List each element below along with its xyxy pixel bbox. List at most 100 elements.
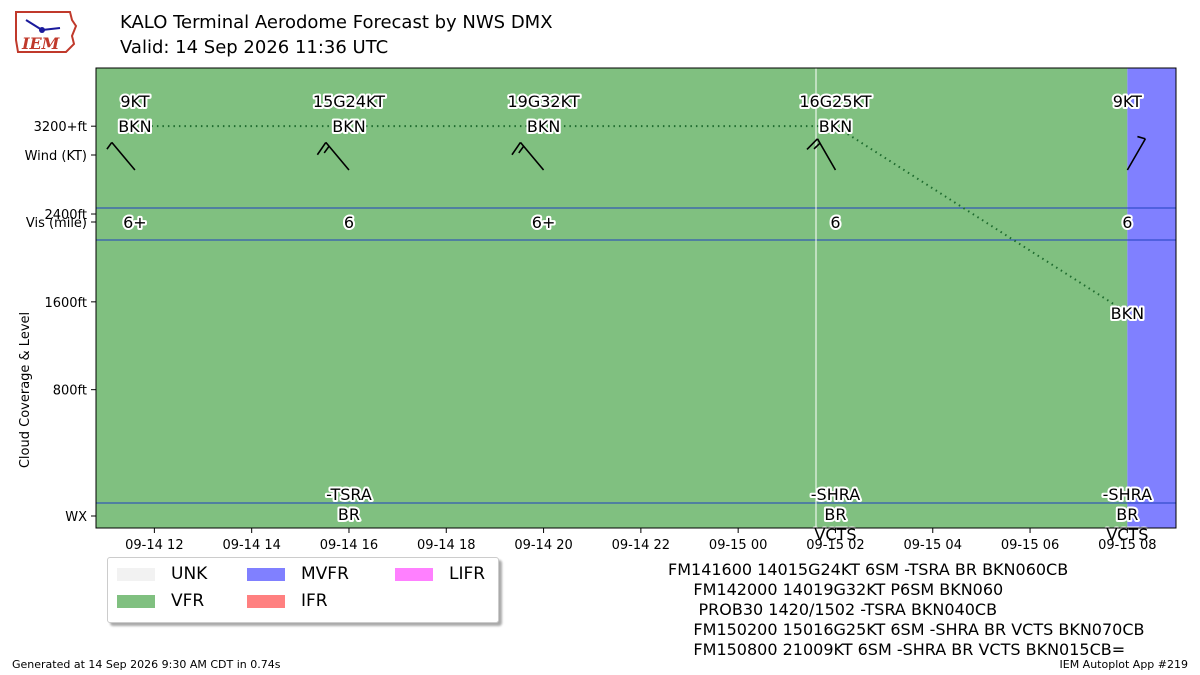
wx-label: -TSRA	[326, 485, 372, 504]
x-tick-label: 09-15 00	[709, 538, 767, 553]
taf-line: FM150800 21009KT 6SM -SHRA BR VCTS BKN01…	[668, 640, 1126, 659]
wx-label-halo: -TSRA	[326, 485, 372, 504]
logo-text: IEM	[21, 34, 61, 53]
cloud-label: BKN	[332, 117, 365, 136]
legend-item-unk: UNK	[117, 564, 207, 584]
cloud-label-halo: BKN	[332, 117, 365, 136]
wx-label: BR	[824, 505, 846, 524]
legend-swatch	[247, 567, 285, 581]
cloud-label-halo: BKN	[527, 117, 560, 136]
wx-label: -SHRA	[1103, 485, 1152, 504]
category-band-mvfr	[1127, 68, 1176, 528]
x-tick-label: 09-14 20	[514, 538, 572, 553]
legend-swatch	[117, 567, 155, 581]
wx-label-halo: -SHRA	[1103, 485, 1152, 504]
wind-barb-feather	[316, 141, 327, 156]
wind-barb-feather	[1137, 135, 1146, 140]
category-bands	[96, 68, 1176, 528]
legend-item-lifr: LIFR	[395, 564, 485, 584]
y-tick-label: 3200+ft	[34, 120, 87, 135]
wind-label: 9KT	[1113, 92, 1142, 111]
vis-label-halo: 6+	[532, 213, 556, 232]
wx-label-halo: BR	[1116, 505, 1138, 524]
wind-barb-feather	[106, 141, 113, 150]
x-tick-label: 09-14 22	[612, 538, 670, 553]
wind-label-halo: 16G25KT	[799, 92, 871, 111]
wind-barb-staff	[111, 141, 136, 171]
x-tick-label: 09-15 02	[806, 538, 864, 553]
cloud-label-halo: BKN	[118, 117, 151, 136]
x-tick-label: 09-15 08	[1098, 538, 1156, 553]
cloud-label: BKN	[1111, 304, 1144, 323]
vis-label: 6+	[123, 213, 147, 232]
vis-label: 6+	[532, 213, 556, 232]
wx-label: -SHRA	[811, 485, 860, 504]
wind-barb	[511, 141, 545, 171]
vis-label: 6	[830, 213, 840, 232]
wx-label-halo: VCTS	[814, 525, 856, 544]
wind-barb-feather	[806, 138, 819, 151]
wind-barb-feather	[813, 142, 821, 150]
legend-item-mvfr: MVFR	[247, 564, 349, 584]
x-tick-label: 09-14 18	[417, 538, 475, 553]
wx-label: VCTS	[814, 525, 856, 544]
chart-title: KALO Terminal Aerodome Forecast by NWS D…	[120, 12, 553, 33]
wind-label-halo: 15G24KT	[313, 92, 385, 111]
y-tick-label: 800ft	[53, 384, 87, 399]
vis-label-halo: 6	[344, 213, 354, 232]
cloud-label: BKN	[819, 117, 852, 136]
wind-barb	[316, 141, 350, 171]
wx-label-halo: BR	[824, 505, 846, 524]
legend-swatch	[247, 594, 285, 608]
wx-label: VCTS	[1106, 525, 1148, 544]
wind-barb-staff	[519, 141, 545, 171]
taf-line: FM150200 15016G25KT 6SM -SHRA BR VCTS BK…	[668, 620, 1145, 639]
iem-logo: IEM	[15, 11, 78, 53]
x-tick-label: 09-14 14	[222, 538, 280, 553]
x-tick-label: 09-14 16	[320, 538, 378, 553]
legend: UNK MVFR LIFR VFR IFR	[107, 557, 499, 623]
wind-barb-feather	[511, 141, 522, 156]
legend-item-ifr: IFR	[247, 591, 328, 611]
vis-label-halo: 6	[1122, 213, 1132, 232]
row-label: Wind (KT)	[25, 149, 87, 164]
wind-label-halo: 19G32KT	[507, 92, 579, 111]
y-tick-label: 2400ft	[44, 208, 87, 223]
legend-label: UNK	[171, 564, 208, 584]
wind-label: 16G25KT	[799, 92, 871, 111]
wind-label: 19G32KT	[507, 92, 579, 111]
wx-label-halo: BR	[338, 505, 360, 524]
legend-item-vfr: VFR	[117, 591, 204, 611]
legend-label: VFR	[171, 591, 205, 611]
generated-note: Generated at 14 Sep 2026 9:30 AM CDT in …	[12, 658, 281, 671]
category-band-vfr	[96, 68, 1128, 528]
chart-marks: 9KT9KT6+6+BKNBKN15G24KT15G24KT66BKNBKN-T…	[106, 90, 1154, 546]
taf-line: FM141600 14015G24KT 6SM -TSRA BR BKN060C…	[668, 560, 1069, 579]
row-label: Vis (mile)	[26, 216, 87, 231]
cloud-label-halo: BKN	[819, 117, 852, 136]
wind-barb	[106, 141, 136, 171]
wind-barb-staff	[816, 138, 837, 171]
wind-label: 9KT	[120, 92, 149, 111]
chart-subtitle: Valid: 14 Sep 2026 11:36 UTC	[120, 37, 389, 58]
y-axis-label: Cloud Coverage & Level	[18, 312, 33, 468]
wind-barb-feather	[323, 145, 330, 154]
vis-label: 6	[1122, 213, 1132, 232]
chart-axes: 09-14 12 09-14 14 09-14 16 09-14 18 09-14 20…	[18, 67, 1177, 553]
legend-label: IFR	[301, 591, 328, 611]
row-label: WX	[65, 510, 87, 525]
vis-label-halo: 6+	[123, 213, 147, 232]
vis-label-halo: 6	[830, 213, 840, 232]
wind-label-halo: 9KT	[120, 92, 149, 111]
plot-frame	[95, 67, 1177, 529]
wind-barb-staff	[1126, 138, 1147, 171]
wind-barb	[1126, 135, 1147, 171]
wind-barb-staff	[325, 141, 350, 171]
cloud-label: BKN	[527, 117, 560, 136]
wind-barb-feather	[518, 145, 525, 154]
y-tick-label: 1600ft	[44, 296, 87, 311]
legend-label: MVFR	[301, 564, 349, 584]
wind-label-halo: 9KT	[1113, 92, 1142, 111]
cloud-label-halo: BKN	[1111, 304, 1144, 323]
